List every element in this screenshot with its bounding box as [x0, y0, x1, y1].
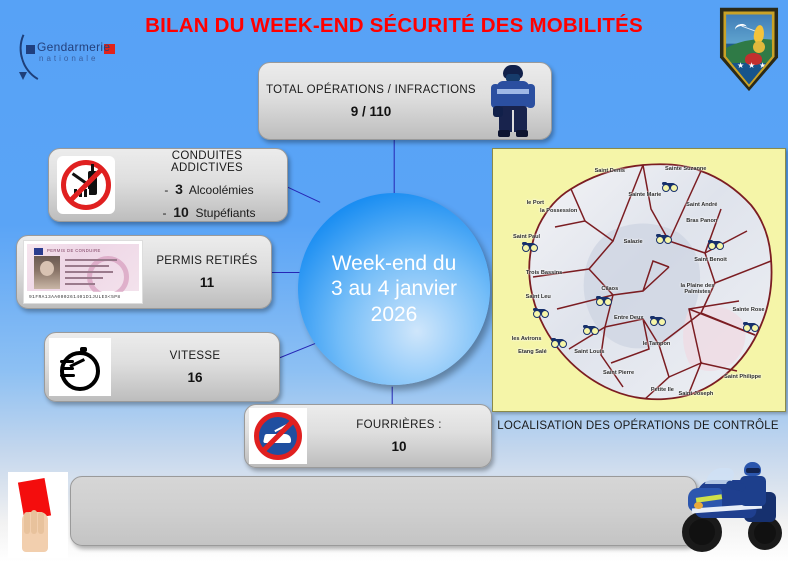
card-permis-text: PERMIS RETIRÉS 11 [143, 255, 271, 290]
card-vitesse[interactable]: VITESSE 16 [44, 332, 280, 402]
map-moto-marker [649, 315, 666, 326]
map-label-saint-louis: Saint Louis [574, 349, 605, 356]
map-moto-marker [661, 181, 678, 192]
map-caption: LOCALISATION DES OPÉRATIONS DE CONTRÔLE [497, 420, 779, 432]
card-vitesse-label: VITESSE [169, 349, 221, 362]
logo-red-square-icon [104, 44, 115, 54]
center-weekend-bubble[interactable]: Week-end du 3 au 4 janvier 2026 [298, 193, 490, 385]
driving-licence-icon: PERMIS DE CONDUIRE 91FRA13AA000261401D1J… [23, 240, 143, 304]
map-label-cilaos: Cilaos [601, 286, 619, 293]
map-operation-markers [493, 149, 785, 411]
card-permis-value: 11 [199, 274, 215, 290]
card-fourrieres-label: FOURRIÈRES : [356, 418, 442, 431]
addictive-item-0: - 3 Alcoolémies [115, 181, 277, 197]
map-label-sainte-suzanne: Sainte Suzanne [665, 165, 707, 172]
map-label-les-avirons: les Avirons [511, 335, 542, 342]
addictive-item-1: - 10 Stupéfiants [115, 204, 277, 220]
card-vitesse-text: VITESSE 16 [111, 350, 279, 385]
connector-permis [270, 272, 304, 274]
map-moto-marker [595, 295, 612, 306]
card-addictive-text: CONDUITES ADDICTIVES - 3 Alcoolémies - 1… [115, 150, 287, 220]
map-label-saint-andré: Saint André [686, 202, 718, 209]
map-label-sainte-marie: Sainte Marie [628, 191, 662, 198]
map-label-la-possession: la Possession [540, 207, 578, 214]
card-conduites-addictives[interactable]: CONDUITES ADDICTIVES - 3 Alcoolémies - 1… [48, 148, 288, 222]
map-label-sainte-rose: Sainte Rose [732, 307, 765, 314]
map-moto-marker [582, 324, 599, 335]
map-label-saint-joseph: Saint Joseph [678, 390, 714, 397]
map-moto-marker [708, 239, 725, 250]
map-label-saint-pierre: Saint Pierre [603, 370, 635, 376]
addictive-item-1-label: Stupéfiants [195, 206, 256, 220]
card-total-text: TOTAL OPÉRATIONS / INFRACTIONS 9 / 110 [259, 84, 489, 119]
reunion-map-svg [528, 163, 773, 401]
logo-text-primary: Gendarmerie [37, 40, 111, 54]
card-addictive-label: CONDUITES ADDICTIVES [170, 150, 243, 174]
footer-empty-bar[interactable] [70, 476, 697, 546]
logo-blue-square-icon [26, 45, 35, 54]
no-parking-tow-away-icon [249, 408, 307, 464]
map-commune-labels: Saint Denis Sainte Suzanne Sainte Marie le … [493, 149, 785, 411]
addictive-item-0-label: Alcoolémies [188, 183, 254, 197]
card-vitesse-value: 16 [187, 369, 203, 385]
addictive-item-1-dash: - [162, 206, 167, 220]
red-card-hand-icon [8, 472, 68, 558]
map-moto-marker [655, 234, 672, 245]
card-total-operations[interactable]: TOTAL OPÉRATIONS / INFRACTIONS 9 / 110 [258, 62, 552, 140]
licence-title: PERMIS DE CONDUIRE [47, 248, 101, 253]
map-label-petite-ile: Petite Ile [650, 387, 674, 394]
speedometer-icon [49, 338, 111, 396]
card-permis-retires[interactable]: PERMIS DE CONDUIRE 91FRA13AA000261401D1J… [16, 235, 272, 309]
map-label-saint-leu: Saint Leu [525, 294, 551, 301]
no-alcohol-no-drugs-icon [57, 156, 115, 214]
gendarmerie-nationale-logo: Gendarmerie nationale [8, 10, 130, 92]
logo-arrow-icon [19, 72, 27, 80]
page-title: BILAN DU WEEK-END SÉCURITÉ DES MOBILITÉS [145, 14, 643, 37]
map-label-trois-bassins: Trois Bassins [525, 270, 563, 277]
map-label-salazie: Salazie [623, 239, 643, 245]
shield-emblem-icon: ★ ★ ★ [716, 6, 782, 92]
gendarmerie-motorcycle-icon [666, 462, 786, 558]
map-moto-marker [533, 307, 550, 318]
card-fourrieres-value: 10 [391, 438, 407, 454]
map-label-saint-denis: Saint Denis [594, 168, 626, 175]
card-permis-label: PERMIS RETIRÉS [156, 254, 258, 267]
map-label-entre-deux: Entre Deux [614, 314, 644, 321]
licence-mrz: 91FRA13AA000261401D1JULES<5P8 [27, 292, 139, 302]
card-total-label: TOTAL OPÉRATIONS / INFRACTIONS [266, 83, 476, 96]
map-label-bras-panon: Bras Panon [686, 218, 718, 225]
map-label-saint-benoit: Saint Benoit [694, 257, 727, 264]
map-label-etang-salé: Etang Salé [518, 349, 547, 356]
center-line-2: 3 au 4 janvier [330, 277, 458, 301]
card-fourrieres-text: FOURRIÈRES : 10 [307, 419, 491, 454]
map-moto-marker [550, 337, 567, 348]
center-weekend-text: Week-end du 3 au 4 janvier 2026 [331, 251, 457, 328]
center-line-1: Week-end du [331, 251, 457, 275]
reunion-map[interactable]: Saint Denis Sainte Suzanne Sainte Marie le … [492, 148, 786, 412]
card-fourrieres[interactable]: FOURRIÈRES : 10 [244, 404, 492, 468]
addictive-item-0-value: 3 [175, 181, 183, 197]
center-line-3: 2026 [370, 302, 418, 326]
map-label-le-tampon: le Tampon [642, 341, 671, 348]
addictive-item-0-dash: - [164, 183, 169, 197]
map-label-saint-philippe: Saint Philippe [724, 373, 762, 380]
map-label-le-port: le Port [526, 199, 545, 206]
addictive-item-1-value: 10 [173, 204, 189, 220]
card-total-value: 9 / 110 [350, 103, 392, 119]
logo-text-secondary: nationale [39, 54, 99, 63]
map-moto-marker [521, 242, 538, 253]
map-label-la-plaine-des-palmistes: la Plaine des Palmistes [680, 283, 715, 296]
map-label-saint-paul: Saint Paul [513, 233, 541, 240]
connector-total [393, 138, 395, 194]
gendarme-officer-icon [489, 65, 537, 137]
map-moto-marker [743, 322, 760, 333]
